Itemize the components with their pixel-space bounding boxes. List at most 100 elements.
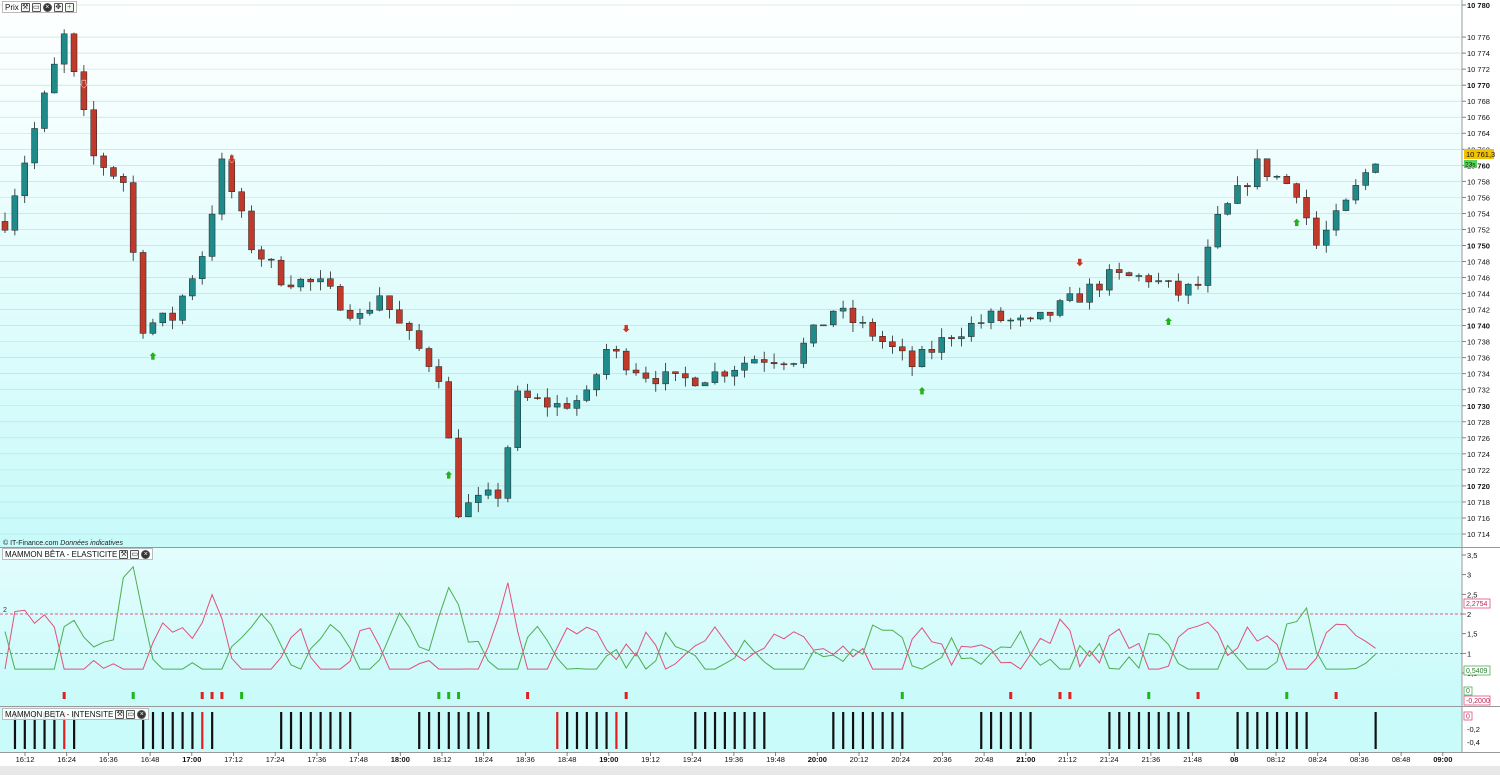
- intensite-tick-label: -0,2: [1467, 725, 1480, 734]
- intensity-bar: [201, 712, 204, 749]
- time-tick-label: 17:24: [266, 755, 285, 764]
- intensity-bar: [339, 712, 342, 749]
- window-icon[interactable]: ▭: [130, 549, 140, 559]
- candle-body: [248, 210, 255, 251]
- wrench-icon[interactable]: ⚒: [119, 549, 129, 559]
- time-tick-label: 19:48: [766, 755, 785, 764]
- candle-body: [287, 284, 295, 288]
- candle-body: [1332, 210, 1340, 231]
- intensity-bar: [832, 712, 835, 749]
- candle-body: [1056, 300, 1064, 316]
- candle-body: [1234, 185, 1241, 204]
- close-icon[interactable]: ×: [141, 549, 151, 559]
- osc-green-line: [4, 565, 1376, 670]
- buy-arrow-icon: [1292, 218, 1302, 227]
- time-tick-label: 21:12: [1058, 755, 1077, 764]
- candle-body: [1263, 158, 1271, 177]
- price-pane-title-text: Prix: [5, 2, 19, 12]
- time-tick-label: 16:12: [16, 755, 35, 764]
- osc-tick-label: 2: [1467, 610, 1471, 619]
- candle-body: [1322, 229, 1330, 246]
- elasticite-neg-badge: [1463, 695, 1491, 706]
- price-tick-label: 10 750: [1467, 241, 1490, 250]
- time-tick-label: 08:12: [1267, 755, 1286, 764]
- intensity-bar: [1029, 712, 1032, 749]
- candle-body: [80, 71, 88, 111]
- intensity-bar: [280, 712, 283, 749]
- candle-body: [1372, 163, 1379, 173]
- candle-body: [336, 286, 344, 311]
- intensity-bar: [990, 712, 993, 749]
- price-tick-label: 10 740: [1467, 322, 1490, 331]
- candle-body: [642, 372, 650, 379]
- candle-body: [1313, 217, 1320, 246]
- move-icon[interactable]: ✥: [53, 2, 63, 12]
- candle-body: [376, 295, 383, 311]
- candle-body: [317, 278, 324, 283]
- candle-body: [129, 182, 137, 253]
- intensity-bar: [63, 712, 66, 749]
- osc-signal-green: [437, 692, 441, 699]
- candle-body: [908, 350, 916, 368]
- candle-body: [662, 371, 669, 385]
- svg-text:© IT-Finance.com Données indic: © IT-Finance.com Données indicatives: [3, 539, 123, 547]
- intensity-bar: [447, 712, 450, 749]
- osc-signal-green: [1285, 692, 1289, 699]
- candle-body: [149, 322, 157, 334]
- time-tick-label: 18:00: [391, 755, 410, 764]
- elasticite-zero-badge: [1463, 686, 1473, 696]
- osc-signal-green: [131, 692, 135, 699]
- candle-body: [445, 381, 452, 439]
- close-icon[interactable]: ×: [42, 2, 52, 12]
- price-tick-label: 10 760: [1467, 161, 1490, 170]
- intensity-bar: [1187, 712, 1190, 749]
- osc-signal-red: [526, 692, 530, 699]
- elasticite-pane-title[interactable]: MAMMON BÊTA - ELASTICITE ⚒ ▭ ×: [2, 548, 154, 560]
- osc-tick-label: 3: [1467, 571, 1471, 580]
- candle-body: [613, 349, 620, 352]
- intensite-pane-title[interactable]: MAMMON BETA - INTENSITE ⚒ ▭ ×: [2, 708, 150, 720]
- candle-body: [415, 330, 423, 349]
- elasticite-level-label: 2: [3, 607, 7, 614]
- window-icon[interactable]: ▭: [31, 2, 41, 12]
- candle-body: [1046, 311, 1054, 316]
- candle-body: [691, 377, 699, 387]
- price-tick-label: 10 728: [1467, 418, 1490, 427]
- candle-body: [839, 307, 847, 312]
- intensity-bar: [211, 712, 214, 749]
- close-icon[interactable]: ×: [137, 709, 147, 719]
- window-icon[interactable]: ▭: [126, 709, 136, 719]
- candle-body: [41, 92, 48, 129]
- price-tick-label: 10 780: [1467, 1, 1490, 10]
- intensity-bar: [851, 712, 855, 749]
- intensity-bar: [1157, 712, 1160, 749]
- wrench-icon[interactable]: ⚒: [20, 2, 30, 12]
- intensity-bar: [1147, 712, 1150, 749]
- time-tick-label: 18:12: [433, 755, 452, 764]
- osc-signal-green: [1147, 692, 1151, 699]
- time-tick-label: 17:12: [224, 755, 243, 764]
- candle-body: [1342, 199, 1350, 211]
- bottom-scrollbar[interactable]: [0, 766, 1500, 775]
- price-pane-title[interactable]: Prix ⚒ ▭ × ✥ +: [2, 1, 77, 13]
- candle-body: [820, 324, 827, 327]
- add-icon[interactable]: +: [64, 2, 74, 12]
- osc-signal-red: [1009, 692, 1013, 699]
- candle-body: [100, 155, 107, 168]
- candle-body: [652, 378, 660, 385]
- elasticite-neg-value: -0,2000: [1466, 698, 1490, 705]
- candle-body: [494, 489, 502, 499]
- intensite-zero-badge: [1463, 711, 1473, 721]
- wrench-icon[interactable]: ⚒: [115, 709, 125, 719]
- price-pane-bg: [0, 0, 1462, 547]
- price-tick-label: 10 766: [1467, 113, 1490, 122]
- intensity-bar: [142, 712, 145, 749]
- candle-body: [790, 363, 798, 365]
- candle-body: [1184, 283, 1192, 296]
- intensity-bar: [605, 712, 608, 749]
- osc-tick-label: 1,5: [1467, 630, 1477, 639]
- candle-body: [1165, 280, 1172, 282]
- intensity-bar: [23, 712, 26, 749]
- candle-body: [1115, 269, 1123, 273]
